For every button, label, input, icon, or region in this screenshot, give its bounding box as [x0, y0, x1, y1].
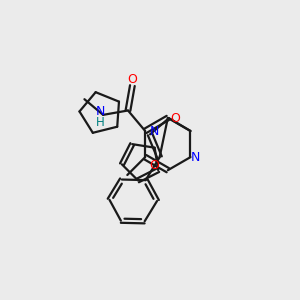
Text: N: N: [191, 151, 200, 164]
Text: O: O: [170, 112, 180, 125]
Text: N: N: [95, 105, 105, 119]
Text: H: H: [96, 116, 104, 129]
Text: O: O: [128, 73, 137, 86]
Text: N: N: [150, 125, 159, 138]
Text: O: O: [149, 159, 159, 172]
